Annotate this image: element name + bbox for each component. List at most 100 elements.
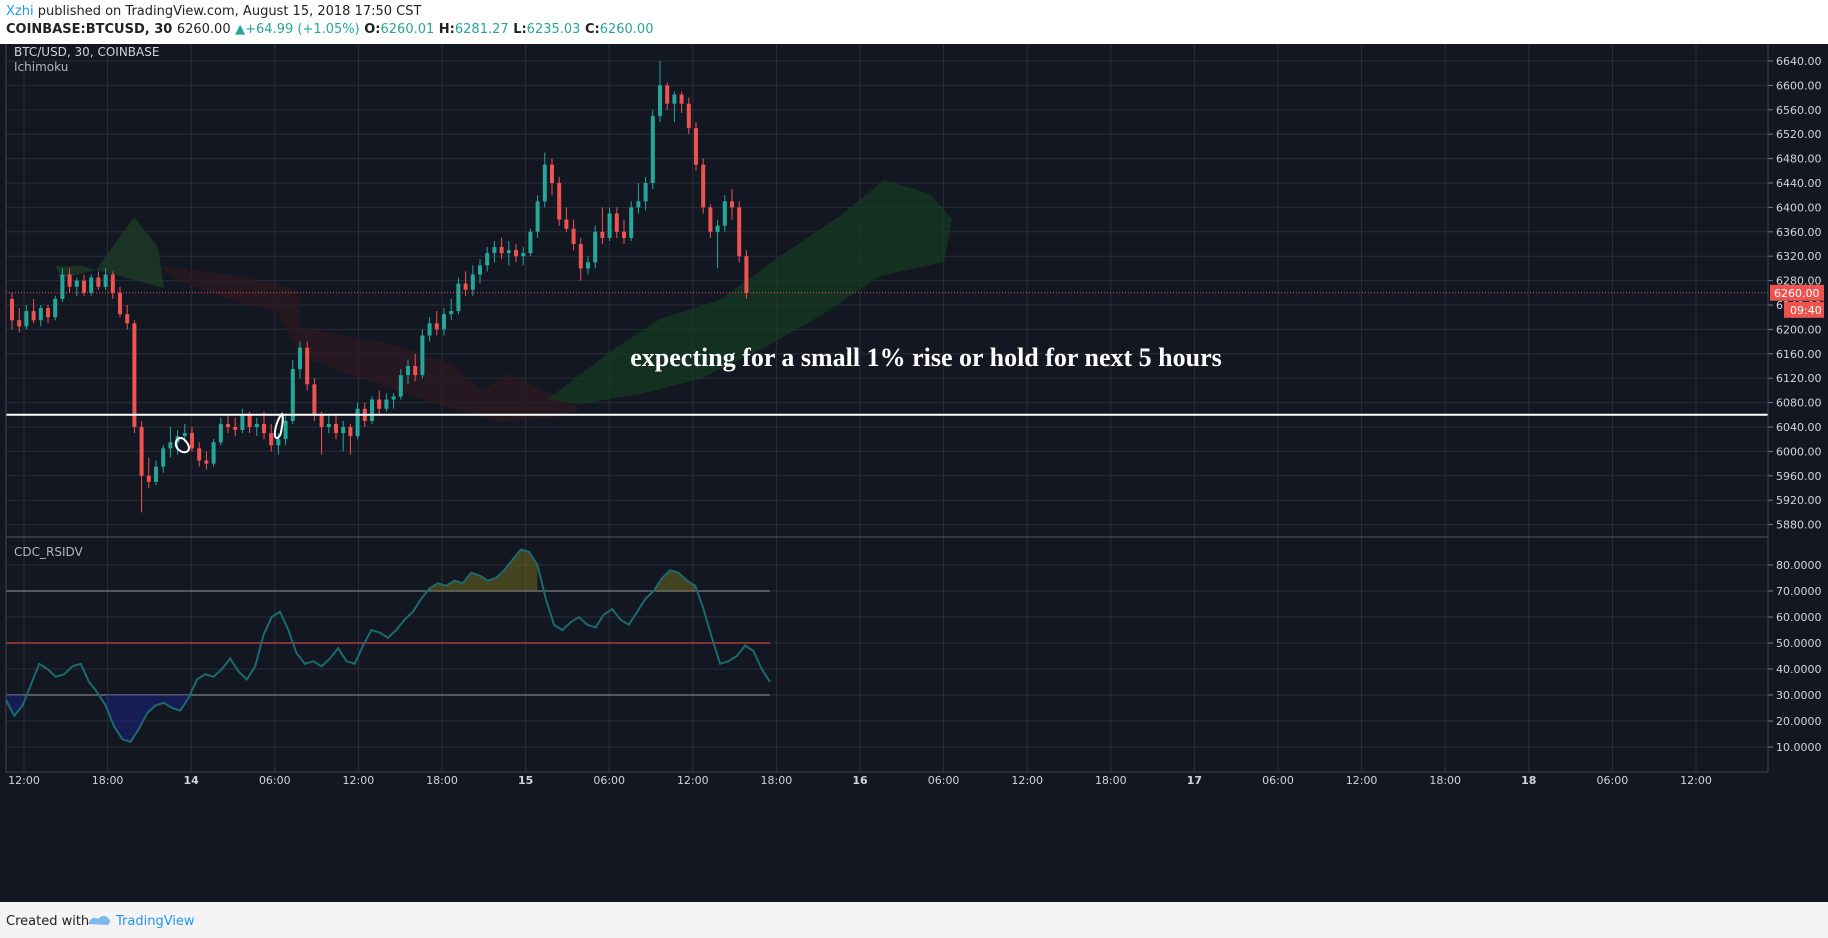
candle-body <box>586 262 590 269</box>
price-tick-label: 6120.00 <box>1776 372 1822 385</box>
candle <box>290 359 295 424</box>
ohlc-line: COINBASE:BTCUSD, 30 6260.00 ▲+64.99 (+1.… <box>6 22 653 37</box>
candle-body <box>341 427 346 434</box>
candle <box>470 265 475 296</box>
candle <box>434 311 439 336</box>
candle <box>679 91 684 113</box>
candle <box>17 308 22 333</box>
candle <box>521 247 526 266</box>
candle <box>240 408 245 434</box>
x-tick-label: 12:00 <box>1011 774 1043 787</box>
candle <box>168 427 173 458</box>
annotation-text[interactable]: expecting for a small 1% rise or hold fo… <box>630 343 1221 372</box>
candle <box>110 271 115 299</box>
candle <box>384 393 389 412</box>
candle <box>254 417 259 437</box>
candle-body <box>722 201 727 226</box>
author-link[interactable]: Xzhi <box>6 4 34 19</box>
candle-body <box>10 298 14 321</box>
candle-body <box>312 384 317 415</box>
candle <box>118 286 122 318</box>
open-value: 6260.01 <box>380 22 435 37</box>
rsi-tick-label: 30.0000 <box>1776 689 1822 702</box>
rsi-tick-label: 40.0000 <box>1776 663 1822 676</box>
candle <box>550 158 554 196</box>
close-value: 6260.00 <box>599 22 654 37</box>
candle-body <box>391 396 396 400</box>
candle <box>442 308 446 336</box>
candle-body <box>744 256 749 293</box>
price-tick-label: 6280.00 <box>1776 275 1822 288</box>
candle <box>326 414 331 434</box>
price-tick-label: 5920.00 <box>1776 494 1822 507</box>
candle <box>420 329 425 379</box>
rsi-line <box>5 548 771 743</box>
candle <box>298 341 302 379</box>
x-tick-label: 06:00 <box>928 774 960 787</box>
x-tick-label: 18 <box>1521 774 1536 787</box>
candle-body <box>197 448 202 461</box>
candle-body <box>398 375 403 397</box>
candle-body <box>233 427 238 431</box>
chart-area[interactable]: 6640.00 6600.00 6560.00 6520.00 6480.00 6440.… <box>0 44 1828 902</box>
candle-body <box>67 274 72 287</box>
price-tick-label: 6320.00 <box>1776 250 1822 263</box>
countdown-badge <box>1784 301 1824 318</box>
candle-body <box>46 308 50 318</box>
candle <box>672 91 677 122</box>
candle-body <box>694 128 698 165</box>
rsi-tick-label: 50.0000 <box>1776 637 1822 650</box>
candle <box>629 201 634 241</box>
candle-body <box>643 183 648 202</box>
candle <box>593 225 598 269</box>
candle-body <box>636 201 641 208</box>
candle <box>499 237 504 260</box>
price-tick-label: 6600.00 <box>1776 79 1822 92</box>
candle-body <box>96 277 101 287</box>
candle-body <box>53 298 58 318</box>
candle <box>312 378 317 421</box>
candle-body <box>182 433 187 437</box>
chart-canvas[interactable]: 6640.00 6600.00 6560.00 6520.00 6480.00 6440.… <box>0 44 1828 902</box>
candle <box>348 423 353 455</box>
candle-body <box>240 414 245 431</box>
x-tick-label: 12:00 <box>8 774 40 787</box>
candle <box>154 460 158 485</box>
candle <box>600 207 605 244</box>
candle <box>334 414 338 440</box>
candle-body <box>125 314 130 324</box>
price-tick-label: 6560.00 <box>1776 104 1822 117</box>
candle <box>60 268 65 302</box>
x-tick-label: 16 <box>852 774 868 787</box>
candle <box>204 451 209 470</box>
x-tick-label: 06:00 <box>259 774 291 787</box>
candle <box>319 411 324 455</box>
change-value: +64.99 (+1.05%) <box>245 22 360 37</box>
candle <box>614 207 619 238</box>
freehand-ellipse-2[interactable] <box>273 412 284 440</box>
candle-body <box>262 423 266 434</box>
candle <box>89 274 94 296</box>
candle <box>744 250 749 299</box>
candle-body <box>60 274 65 299</box>
tradingview-link[interactable]: TradingView <box>116 914 195 929</box>
ichimoku-cloud <box>56 217 164 288</box>
candle <box>31 298 36 324</box>
x-tick-label: 18:00 <box>1429 774 1461 787</box>
candle <box>377 390 382 415</box>
candle-body <box>600 231 605 238</box>
freehand-ellipse-1[interactable] <box>174 436 191 454</box>
rsi-tick-label: 10.0000 <box>1776 741 1822 754</box>
x-tick-label: 14 <box>184 774 200 787</box>
candle <box>269 423 274 452</box>
candle <box>737 201 742 263</box>
candle <box>622 219 626 244</box>
x-tick-label: 18:00 <box>92 774 124 787</box>
candle <box>161 445 166 473</box>
candle-body <box>730 201 734 208</box>
candle <box>492 240 497 263</box>
candle-body <box>204 460 209 464</box>
ichimoku-cloud <box>548 180 952 404</box>
candle-body <box>377 399 382 409</box>
candle <box>67 268 72 293</box>
